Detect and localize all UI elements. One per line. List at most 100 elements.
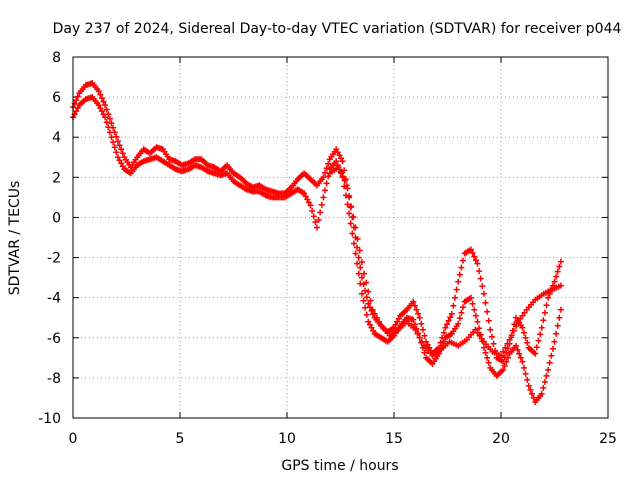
data-point-interp (414, 330, 421, 337)
data-point-interp (315, 217, 322, 223)
data-point-interp (469, 250, 476, 256)
data-point (333, 158, 340, 165)
data-point (474, 318, 481, 325)
data-point (442, 324, 449, 331)
data-point-interp (354, 260, 361, 267)
data-point-interp (456, 271, 463, 278)
data-point (551, 338, 558, 345)
data-point-interp (113, 149, 120, 156)
data-point-interp (360, 297, 367, 304)
data-point-interp (456, 315, 463, 322)
data-point (320, 194, 327, 201)
data-point-interp (533, 344, 540, 351)
data-point (519, 358, 526, 365)
data-point (545, 294, 552, 301)
data-point (102, 114, 109, 121)
data-point (335, 164, 342, 171)
data-point-interp (97, 91, 104, 98)
data-points (70, 80, 564, 405)
data-point (410, 298, 417, 305)
data-point-interp (508, 332, 515, 339)
chart-title: Day 237 of 2024, Sidereal Day-to-day VTE… (53, 21, 622, 37)
data-point-interp (105, 124, 112, 131)
x-tick-label: 20 (492, 431, 510, 447)
data-point-interp (341, 177, 348, 184)
data-point-interp (363, 294, 370, 301)
data-point-interp (529, 390, 535, 397)
y-tick-label: 8 (52, 50, 61, 66)
data-point (320, 174, 327, 181)
data-point-interp (118, 146, 125, 153)
data-point-interp (501, 362, 508, 369)
y-tick-label: 4 (52, 130, 61, 146)
x-tick-labels: 0 5 10 15 20 25 (69, 431, 617, 447)
data-point-interp (376, 318, 382, 325)
data-point-interp (537, 331, 544, 338)
data-point-interp (460, 304, 466, 311)
data-point-interp (503, 349, 510, 356)
data-point-interp (500, 348, 507, 355)
data-point-interp (450, 302, 457, 309)
data-point (468, 246, 474, 253)
data-point (538, 324, 545, 331)
data-point (474, 260, 481, 267)
data-point (513, 342, 519, 349)
data-point (102, 102, 109, 109)
data-point-interp (344, 201, 351, 208)
y-tick-labels: -10 -8 -6 -4 -2 0 2 4 6 8 (38, 50, 61, 427)
data-point-interp (350, 240, 357, 247)
data-point-interp (479, 283, 486, 290)
data-point-interp (543, 302, 550, 309)
data-point (538, 390, 545, 397)
data-point-interp (490, 340, 497, 347)
x-tick-label: 25 (599, 431, 617, 447)
data-point-interp (413, 306, 420, 313)
data-point-interp (366, 321, 373, 328)
data-point-interp (527, 386, 534, 393)
data-point-interp (477, 275, 484, 282)
data-point-interp (106, 129, 113, 136)
data-point-interp (111, 144, 118, 151)
data-point (532, 350, 539, 357)
y-tick-label: -6 (47, 331, 61, 347)
data-point-interp (476, 325, 483, 332)
axis-ticks (72, 56, 609, 419)
data-point-interp (373, 314, 380, 321)
data-point (557, 258, 564, 265)
data-point-interp (346, 192, 353, 199)
data-point-interp (411, 302, 418, 309)
data-point-interp (505, 354, 511, 361)
data-point-interp (513, 323, 519, 330)
data-point (455, 278, 462, 285)
data-point (108, 120, 115, 127)
data-point-interp (362, 287, 369, 294)
data-point (416, 314, 423, 321)
data-point-interp (418, 320, 425, 327)
x-tick-label: 15 (385, 431, 403, 447)
data-point (412, 326, 419, 333)
data-point-interp (548, 352, 555, 359)
y-axis-label: SDTVAR / TECUs (7, 181, 23, 296)
data-point (95, 88, 102, 95)
data-point-interp (355, 270, 362, 277)
data-point-interp (110, 139, 117, 146)
data-point-interp (541, 309, 548, 316)
data-point-interp (322, 187, 328, 194)
data-point-interp (510, 327, 517, 334)
data-point-interp (444, 321, 450, 328)
data-point (500, 366, 507, 373)
y-tick-label: 2 (52, 170, 61, 186)
data-point (557, 282, 564, 289)
data-point-interp (522, 370, 529, 377)
data-point-interp (421, 332, 428, 339)
y-tick-label: 0 (52, 210, 61, 226)
data-point-interp (553, 273, 560, 280)
data-point-interp (517, 354, 524, 361)
data-point-interp (524, 376, 531, 383)
data-point (455, 320, 462, 327)
data-point-interp (323, 180, 330, 187)
data-point (519, 324, 526, 331)
data-point-interp (553, 330, 560, 337)
data-point-interp (445, 317, 452, 324)
